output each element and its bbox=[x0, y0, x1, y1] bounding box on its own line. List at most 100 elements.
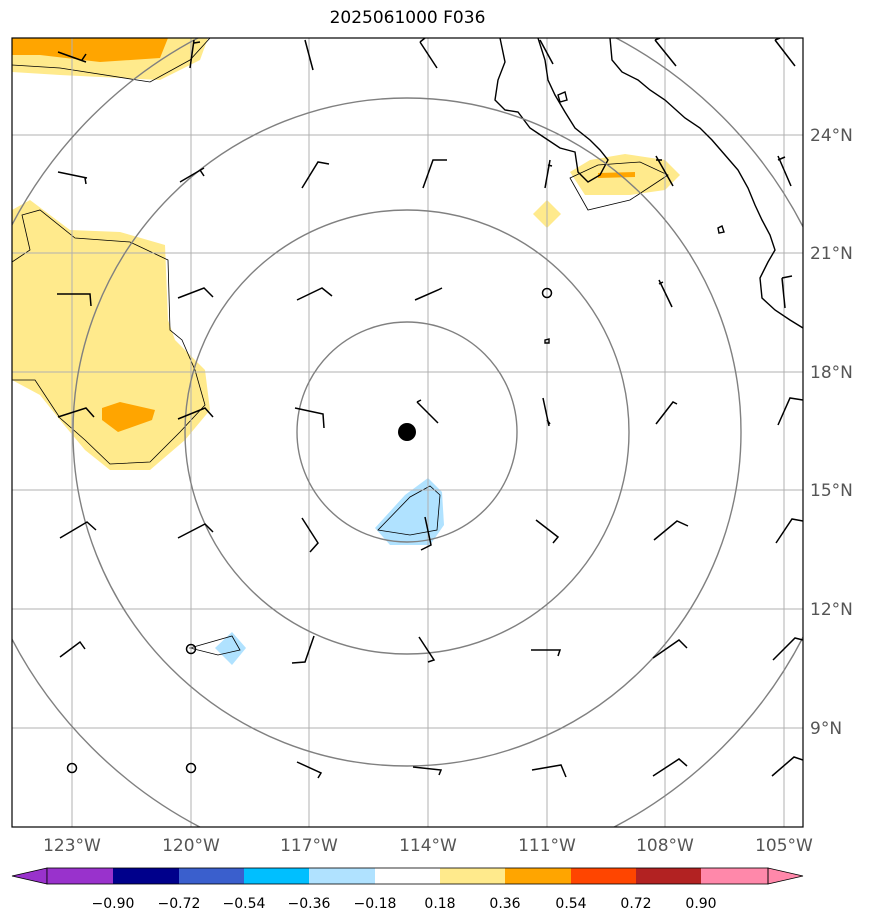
colorbar: −0.90 −0.72 −0.54 −0.36 −0.18 0.18 0.36 … bbox=[11, 867, 804, 912]
wind-barb bbox=[772, 637, 803, 661]
calm-wind-marker bbox=[66, 762, 78, 774]
colorbar-segment bbox=[47, 868, 113, 884]
wind-barb bbox=[652, 758, 688, 777]
wind-barb bbox=[658, 279, 673, 308]
wind-barb bbox=[771, 756, 803, 777]
colorbar-segment bbox=[505, 868, 571, 884]
range-rings bbox=[12, 38, 803, 827]
colorbar-tick-label: −0.36 bbox=[288, 896, 331, 912]
calm-wind-marker bbox=[185, 762, 197, 774]
wind-barb bbox=[179, 167, 205, 183]
lat-label: 18°N bbox=[810, 363, 853, 383]
map-frame bbox=[11, 37, 804, 828]
wind-barbs bbox=[57, 38, 803, 779]
wind-barb bbox=[177, 407, 214, 420]
colorbar-tick-label: 0.36 bbox=[489, 896, 520, 912]
lat-labels: 24°N 21°N 18°N 15°N 12°N 9°N bbox=[810, 126, 853, 739]
shade-blue-small bbox=[215, 632, 246, 665]
colorbar-segment bbox=[309, 868, 375, 884]
wind-barb bbox=[296, 761, 323, 779]
storm-center-marker bbox=[398, 423, 416, 441]
lon-label: 120°W bbox=[162, 836, 220, 856]
colorbar-tick-label: −0.72 bbox=[158, 896, 201, 912]
wind-barb bbox=[177, 523, 214, 539]
colorbar-segment bbox=[244, 868, 309, 884]
wind-barb bbox=[57, 171, 88, 185]
colorbar-tick-label: 0.90 bbox=[685, 896, 716, 912]
wind-barb bbox=[544, 159, 553, 189]
lon-label: 123°W bbox=[43, 836, 101, 856]
wind-barb bbox=[57, 51, 87, 63]
wind-barb bbox=[419, 38, 438, 69]
wind-barb bbox=[296, 287, 333, 301]
shade-orange-ne bbox=[598, 172, 635, 178]
map-title: 2025061000 F036 bbox=[329, 8, 486, 28]
wind-barb bbox=[59, 640, 86, 658]
wind-barb bbox=[652, 639, 688, 659]
range-ring-3 bbox=[72, 97, 742, 767]
calm-wind-marker bbox=[185, 643, 197, 655]
colorbar-segment bbox=[375, 868, 440, 884]
wind-barb bbox=[416, 399, 439, 424]
colorbar-tick-label: 0.18 bbox=[424, 896, 455, 912]
wind-barb bbox=[301, 517, 319, 553]
wind-barb bbox=[653, 520, 689, 541]
wind-barb bbox=[542, 397, 551, 427]
wind-barb bbox=[412, 766, 443, 776]
colorbar-extend-high bbox=[767, 867, 804, 885]
colorbar-tick-label: −0.18 bbox=[354, 896, 397, 912]
wind-barb bbox=[655, 401, 678, 425]
wind-barb bbox=[781, 275, 793, 309]
shade-yellow-west bbox=[12, 200, 210, 470]
wind-barb bbox=[57, 293, 92, 307]
range-ring-1 bbox=[296, 321, 518, 543]
map-plot-area bbox=[12, 38, 803, 827]
colorbar-segment bbox=[636, 868, 701, 884]
wind-barb bbox=[777, 397, 803, 426]
lat-label: 21°N bbox=[810, 244, 853, 264]
lat-label: 24°N bbox=[810, 126, 853, 146]
lon-label: 105°W bbox=[755, 836, 813, 856]
shade-orange-west bbox=[102, 402, 155, 432]
shaded-field bbox=[12, 38, 680, 665]
wind-barb bbox=[531, 649, 562, 657]
wind-barb bbox=[177, 287, 214, 299]
colorbar-tick-label: −0.90 bbox=[92, 896, 135, 912]
wind-barb bbox=[59, 521, 97, 539]
wind-barb bbox=[418, 636, 436, 663]
range-ring-2 bbox=[184, 209, 630, 655]
wind-barb bbox=[655, 155, 674, 187]
colorbar-tick-label: 0.54 bbox=[555, 896, 586, 912]
lon-label: 114°W bbox=[399, 836, 457, 856]
lon-label: 108°W bbox=[636, 836, 694, 856]
lon-label: 117°W bbox=[280, 836, 338, 856]
wind-barb bbox=[422, 159, 447, 189]
colorbar-segment bbox=[113, 868, 179, 884]
colorbar-segment bbox=[571, 868, 636, 884]
contour-lines bbox=[12, 38, 669, 656]
lat-label: 9°N bbox=[810, 719, 842, 739]
colorbar-segment bbox=[440, 868, 505, 884]
lat-label: 12°N bbox=[810, 600, 853, 620]
wind-barb bbox=[414, 287, 443, 301]
wind-barb bbox=[535, 519, 560, 544]
wind-barb bbox=[420, 516, 432, 551]
lat-label: 15°N bbox=[810, 481, 853, 501]
wind-barb bbox=[294, 407, 325, 429]
wind-barb bbox=[777, 155, 792, 187]
wind-barb bbox=[57, 407, 95, 418]
colorbar-tick-label: −0.54 bbox=[223, 896, 266, 912]
gridlines bbox=[12, 38, 803, 827]
wind-barb bbox=[539, 39, 554, 65]
wind-barb bbox=[301, 161, 330, 189]
wind-barb bbox=[774, 38, 796, 67]
wind-barb bbox=[291, 635, 315, 664]
lon-labels: 123°W 120°W 117°W 114°W 111°W 108°W 105°… bbox=[43, 836, 813, 856]
coastline bbox=[494, 38, 803, 344]
wind-barb bbox=[304, 39, 314, 71]
colorbar-frame bbox=[46, 867, 769, 885]
wind-barb bbox=[775, 518, 803, 544]
wind-barb bbox=[531, 764, 567, 778]
colorbar-segment bbox=[179, 868, 244, 884]
